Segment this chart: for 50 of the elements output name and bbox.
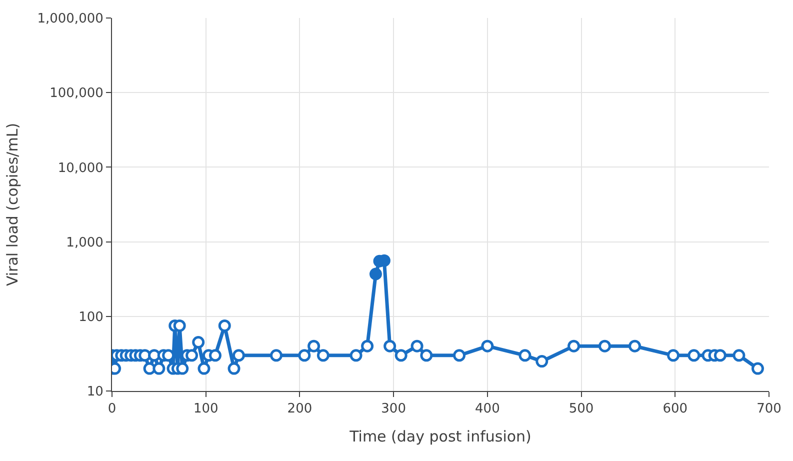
point xyxy=(688,349,700,362)
point xyxy=(208,349,222,362)
x-tick-label: 400 xyxy=(475,402,500,417)
x-tick-label: 700 xyxy=(756,402,782,417)
point xyxy=(218,319,231,332)
x-tick-label: 100 xyxy=(193,402,218,417)
point xyxy=(732,349,746,362)
y-tick-label: 100 xyxy=(78,310,104,325)
point xyxy=(270,349,282,362)
point xyxy=(714,349,726,362)
point xyxy=(186,349,198,362)
y-tick-label: 1,000 xyxy=(66,235,104,250)
point xyxy=(751,362,764,375)
point xyxy=(667,349,680,362)
point xyxy=(148,349,160,362)
point xyxy=(361,340,374,352)
point xyxy=(198,362,210,375)
x-axis-title: Time (day post infusion) xyxy=(348,428,532,446)
point xyxy=(176,362,189,375)
point xyxy=(481,340,494,352)
point xyxy=(308,340,320,352)
point xyxy=(410,340,424,352)
point xyxy=(192,336,205,349)
point xyxy=(394,349,408,362)
x-tick-label: 200 xyxy=(287,402,312,417)
point xyxy=(232,349,245,362)
point xyxy=(628,340,642,352)
point xyxy=(316,349,330,362)
point xyxy=(152,362,166,375)
point xyxy=(453,349,466,362)
point xyxy=(598,340,611,352)
y-axis-title: Viral load (copies/mL) xyxy=(3,122,22,286)
y-tick-label: 100,000 xyxy=(50,86,104,102)
x-tick-label: 500 xyxy=(568,402,594,417)
y-tick-label: 1,000,000 xyxy=(37,12,104,27)
x-tick-label: 0 xyxy=(108,402,116,417)
point xyxy=(384,340,396,352)
point xyxy=(350,349,362,362)
point xyxy=(536,355,548,368)
x-tick-label: 300 xyxy=(381,402,406,417)
y-tick-label: 10,000 xyxy=(58,160,104,176)
x-tick-label: 600 xyxy=(662,402,688,417)
point xyxy=(298,349,311,362)
point xyxy=(568,340,580,352)
y-tick-label: 10 xyxy=(86,384,104,400)
point xyxy=(420,349,433,362)
point xyxy=(518,349,532,362)
point xyxy=(369,268,382,280)
point xyxy=(173,319,186,332)
point xyxy=(228,362,240,375)
